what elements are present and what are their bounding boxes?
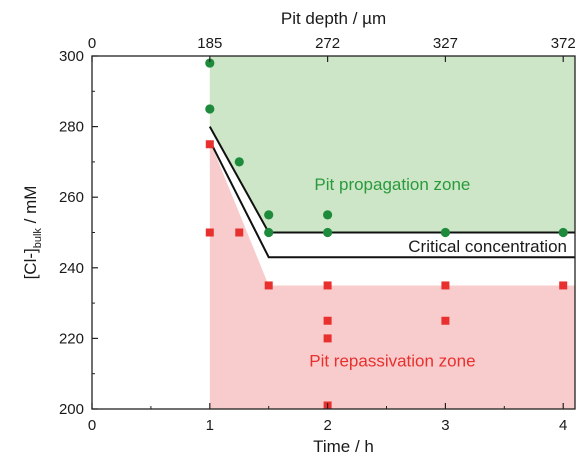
critical-line-lower [208, 140, 575, 259]
data-point-square-0 [205, 140, 214, 149]
y-tick-label: 240 [59, 260, 84, 277]
y-tick-label: 200 [59, 401, 84, 418]
text-labels: 0 1 2 3 4 0 185 272 327 372 200 220 240 260 280 300 Time… [21, 9, 576, 456]
top-tick-label: 185 [197, 35, 222, 52]
y-tick-label: 220 [59, 330, 84, 347]
y-axis-title: [Cl-]bulk / mM [21, 186, 44, 280]
top-tick-label: 372 [551, 35, 576, 52]
data-point-square-10 [559, 281, 568, 290]
data-point-circle-2 [234, 157, 244, 167]
data-point-square-3 [264, 281, 273, 290]
x-tick-label: 2 [323, 417, 331, 434]
zone-label-1: Pit repassivation zone [309, 352, 475, 371]
zones-layer [209, 56, 575, 409]
data-point-circle-7 [440, 227, 451, 238]
y-tick-label: 280 [59, 119, 84, 136]
top-axis-title: Pit depth / µm [281, 9, 386, 28]
data-point-square-1 [205, 228, 214, 237]
critical-concentration-label: Critical concentration [408, 237, 567, 256]
data-point-circle-1 [205, 104, 215, 114]
x-tick-label: 0 [88, 417, 96, 434]
data-point-square-2 [235, 228, 244, 237]
axis-ticks [91, 55, 564, 410]
data-point-circle-3 [264, 210, 274, 220]
y-tick-label: 300 [59, 48, 84, 65]
top-tick-label: 272 [315, 35, 340, 52]
data-point-circle-4 [264, 227, 274, 238]
zone-area-0 [209, 56, 575, 233]
data-point-square-9 [441, 316, 450, 325]
data-point-square-8 [441, 281, 450, 290]
x-axis-title: Time / h [313, 437, 374, 456]
zone-area-1 [209, 140, 575, 409]
x-tick-label: 3 [441, 417, 449, 434]
data-point-square-5 [323, 316, 332, 325]
data-point-circle-8 [558, 227, 568, 238]
data-point-circle-5 [323, 210, 333, 220]
y-tick-label: 260 [59, 189, 84, 206]
data-point-square-4 [323, 281, 332, 290]
x-tick-label: 1 [206, 417, 214, 434]
x-tick-label: 4 [559, 417, 567, 434]
data-point-circle-6 [323, 227, 333, 238]
top-tick-label: 327 [433, 35, 458, 52]
top-tick-label: 0 [88, 35, 96, 52]
zone-label-0: Pit propagation zone [314, 175, 470, 194]
data-point-circle-0 [205, 58, 215, 68]
data-point-square-6 [323, 334, 332, 343]
